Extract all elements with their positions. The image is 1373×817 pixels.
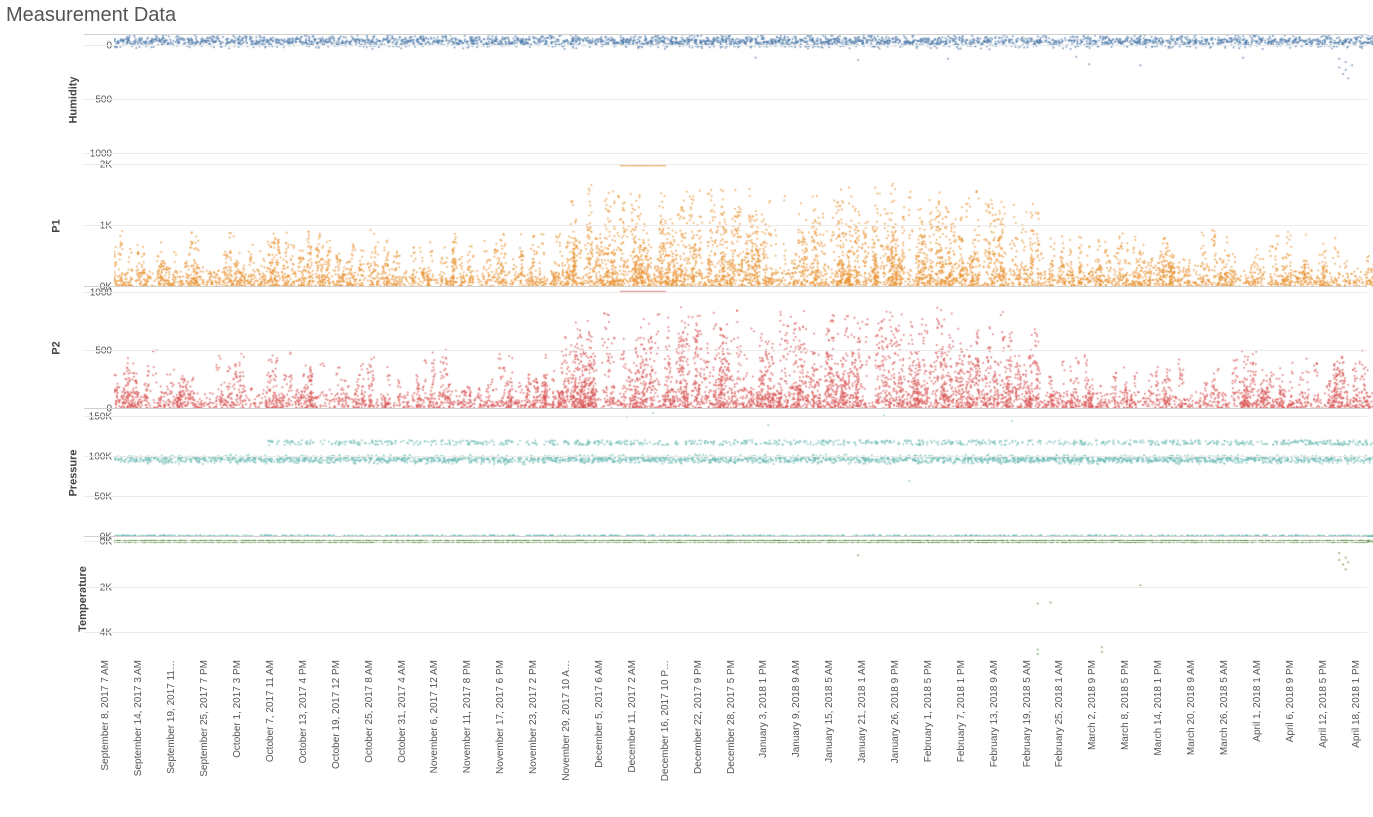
xtick: February 13, 2018 9 AM [989, 660, 1000, 767]
gridline [84, 587, 1367, 588]
gridline [84, 99, 1367, 100]
xtick: February 1, 2018 5 PM [923, 660, 934, 762]
xtick: April 12, 2018 5 PM [1318, 660, 1329, 748]
scatter-temperature [114, 537, 1373, 661]
dashboard-root: Measurement Data Humidity0-500-1000P10K1… [0, 0, 1373, 817]
xtick: October 31, 2017 4 AM [397, 660, 408, 763]
ytick: 2K [72, 160, 112, 171]
xtick: October 1, 2017 3 PM [232, 660, 243, 758]
xtick: April 1, 2018 1 AM [1252, 660, 1263, 742]
panel-p2: P205001000 [84, 286, 1367, 409]
xtick: February 19, 2018 5 AM [1022, 660, 1033, 767]
xtick: December 28, 2017 5 PM [726, 660, 737, 774]
ytick: 500 [72, 345, 112, 356]
chart-title: Measurement Data [6, 4, 176, 27]
gridline [84, 164, 1367, 165]
xtick: January 15, 2018 5 AM [824, 660, 835, 763]
xtick: September 14, 2017 3 AM [133, 660, 144, 776]
xtick: February 25, 2018 1 AM [1054, 660, 1065, 767]
xtick: October 13, 2017 4 PM [298, 660, 309, 763]
xtick: January 21, 2018 1 AM [857, 660, 868, 763]
gridline [84, 456, 1367, 457]
xtick: October 25, 2017 8 AM [364, 660, 375, 763]
ytick: 50K [72, 492, 112, 503]
xtick: November 6, 2017 12 AM [429, 660, 440, 773]
gridline [84, 153, 1367, 154]
xtick: April 18, 2018 1 PM [1351, 660, 1362, 748]
xtick: March 14, 2018 1 PM [1153, 660, 1164, 756]
gridline [84, 350, 1367, 351]
ytick: 1000 [72, 287, 112, 298]
xtick: January 26, 2018 9 PM [890, 660, 901, 763]
gridline [84, 225, 1367, 226]
ytick: 0 [72, 40, 112, 51]
gridline [84, 45, 1367, 46]
ytick: -500 [72, 95, 112, 106]
scatter-p1 [114, 165, 1373, 287]
xtick: March 20, 2018 9 AM [1186, 660, 1197, 755]
xtick: September 8, 2017 7 AM [100, 660, 111, 771]
ytick: 150K [72, 412, 112, 423]
ytick: 100K [72, 452, 112, 463]
ylabel-temperature: Temperature [77, 566, 89, 632]
gridline [84, 416, 1367, 417]
scatter-humidity [114, 35, 1373, 165]
xtick: November 17, 2017 6 PM [495, 660, 506, 774]
ytick: -4K [72, 628, 112, 639]
ylabel-p1: P1 [51, 219, 63, 232]
ylabel-p2: P2 [51, 341, 63, 354]
gridline [84, 292, 1367, 293]
xtick: November 11, 2017 8 PM [462, 660, 473, 773]
xtick: December 16, 2017 10 P… [660, 660, 671, 781]
scatter-p2 [114, 287, 1373, 409]
xtick: November 29, 2017 10 A… [561, 660, 572, 781]
gridline [84, 632, 1367, 633]
xtick: September 25, 2017 7 PM [199, 660, 210, 777]
ytick: 1K [72, 221, 112, 232]
panel-temperature: Temperature0K-2K-4K [84, 536, 1367, 661]
xtick: March 2, 2018 9 PM [1087, 660, 1098, 750]
xtick: March 26, 2018 5 AM [1219, 660, 1230, 755]
xtick: January 9, 2018 9 AM [791, 660, 802, 757]
ytick: -1000 [72, 149, 112, 160]
xtick: December 11, 2017 2 AM [627, 660, 638, 773]
xtick: September 19, 2017 11… [166, 660, 177, 774]
xtick: December 5, 2017 6 AM [594, 660, 605, 768]
ytick: -2K [72, 582, 112, 593]
x-axis: September 8, 2017 7 AM September 14, 2017… [84, 660, 1367, 810]
scatter-pressure [114, 409, 1373, 537]
ytick: 0K [72, 536, 112, 547]
xtick: April 6, 2018 9 PM [1285, 660, 1296, 742]
xtick: October 7, 2017 11 AM [265, 660, 276, 762]
xtick: February 7, 2018 1 PM [956, 660, 967, 762]
xtick: November 23, 2017 2 PM [528, 660, 539, 774]
gridline [84, 496, 1367, 497]
gridline [84, 541, 1367, 542]
xtick: January 3, 2018 1 PM [758, 660, 769, 758]
panel-pressure: Pressure0K50K100K150K [84, 408, 1367, 537]
xtick: October 19, 2017 12 PM [331, 660, 342, 769]
xtick: March 8, 2018 5 PM [1120, 660, 1131, 750]
xtick: December 22, 2017 9 PM [693, 660, 704, 774]
